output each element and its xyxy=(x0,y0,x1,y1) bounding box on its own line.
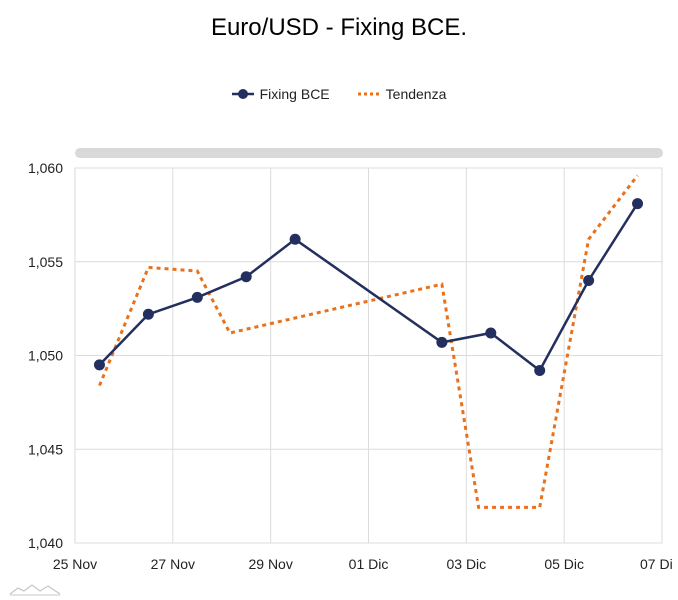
series-line-fixing xyxy=(98,202,639,373)
y-tick-label: 1,050 xyxy=(28,348,63,364)
series-line-tendenza xyxy=(98,174,639,509)
x-tick-label: 03 Dic xyxy=(446,556,486,572)
chart-title: Euro/USD - Fixing BCE. xyxy=(210,14,468,41)
legend-marker-tendenza xyxy=(357,92,380,96)
legend-marker-fixing xyxy=(231,89,254,99)
data-point-fixing[interactable] xyxy=(436,336,448,348)
data-point-fixing[interactable] xyxy=(583,275,595,286)
data-point-fixing[interactable] xyxy=(191,291,203,303)
data-point-fixing[interactable] xyxy=(93,359,105,371)
data-point-fixing[interactable] xyxy=(534,365,546,376)
y-tick-label: 1,040 xyxy=(28,535,63,551)
x-tick-label: 25 Nov xyxy=(53,556,97,572)
x-tick-label: 07 Di xyxy=(640,556,673,572)
x-tick-label: 05 Dic xyxy=(544,556,584,572)
x-tick-label: 29 Nov xyxy=(248,556,292,572)
x-tick-label: 01 Dic xyxy=(349,556,389,572)
y-tick-label: 1,045 xyxy=(28,441,63,457)
data-point-fixing[interactable] xyxy=(485,327,497,339)
data-point-fixing[interactable] xyxy=(289,233,301,245)
data-point-fixing[interactable] xyxy=(240,271,252,283)
legend: Fixing BCE Tendenza xyxy=(0,86,678,102)
data-point-fixing[interactable] xyxy=(142,308,154,320)
legend-item-tendenza[interactable]: Tendenza xyxy=(357,86,447,102)
legend-label-tendenza: Tendenza xyxy=(385,86,447,102)
y-tick-label: 1,055 xyxy=(28,254,63,270)
data-point-fixing[interactable] xyxy=(632,198,644,210)
scrollbar-track[interactable] xyxy=(75,148,663,158)
y-tick-label: 1,060 xyxy=(28,160,63,176)
legend-label-fixing: Fixing BCE xyxy=(259,86,330,102)
x-tick-label: 27 Nov xyxy=(151,556,195,572)
legend-item-fixing[interactable]: Fixing BCE xyxy=(231,86,330,102)
watermark-logo-icon xyxy=(9,584,61,596)
